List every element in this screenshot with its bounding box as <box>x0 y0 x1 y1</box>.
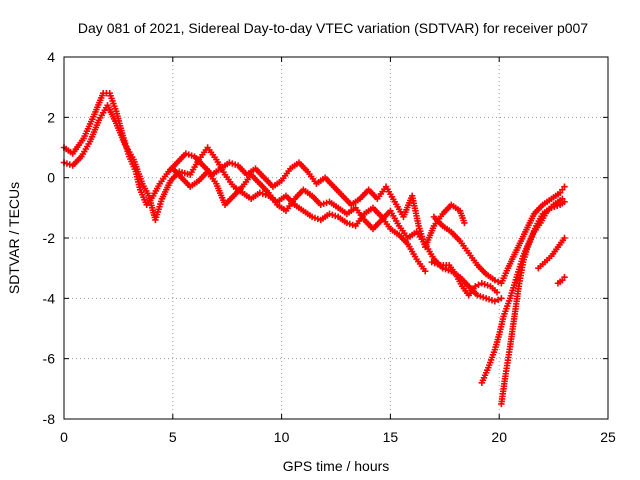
y-axis-label: SDTVAR / TECUs <box>6 182 22 294</box>
series-track-a <box>60 90 468 251</box>
y-tick-label: -2 <box>43 230 56 246</box>
data-points <box>60 90 568 408</box>
data-point-markers <box>60 102 429 275</box>
data-point-markers <box>430 183 568 287</box>
axis-ticks: 0 5 10 15 20 25 -8 -6 -4 -2 0 2 4 <box>43 49 616 445</box>
y-tick-label: 0 <box>47 170 55 186</box>
data-point-markers <box>535 234 568 272</box>
x-tick-label: 25 <box>600 429 616 445</box>
series-track-c <box>169 165 505 305</box>
grid <box>64 57 608 419</box>
series-track-f <box>478 198 568 386</box>
y-tick-label: -6 <box>43 351 56 367</box>
x-tick-label: 10 <box>274 429 290 445</box>
series-track-e <box>428 258 501 299</box>
data-point-markers <box>498 195 566 408</box>
data-point-markers <box>478 198 568 386</box>
y-tick-label: 2 <box>47 109 55 125</box>
y-tick-label: -4 <box>43 290 56 306</box>
series-track-i <box>554 274 568 287</box>
y-tick-label: -8 <box>43 411 56 427</box>
data-point-markers <box>554 274 568 287</box>
x-tick-label: 5 <box>169 429 177 445</box>
x-tick-label: 15 <box>383 429 399 445</box>
chart-title: Day 081 of 2021, Sidereal Day-to-day VTE… <box>78 20 588 36</box>
x-tick-label: 0 <box>60 429 68 445</box>
series-track-b <box>60 102 429 275</box>
data-point-markers <box>169 165 505 305</box>
data-point-markers <box>428 258 501 299</box>
x-tick-label: 20 <box>491 429 507 445</box>
data-point-markers <box>60 90 468 251</box>
series-track-d <box>430 183 568 287</box>
y-tick-label: 4 <box>47 49 55 65</box>
series-track-g <box>498 195 566 408</box>
series-track-h <box>535 234 568 272</box>
x-axis-label: GPS time / hours <box>283 458 390 474</box>
